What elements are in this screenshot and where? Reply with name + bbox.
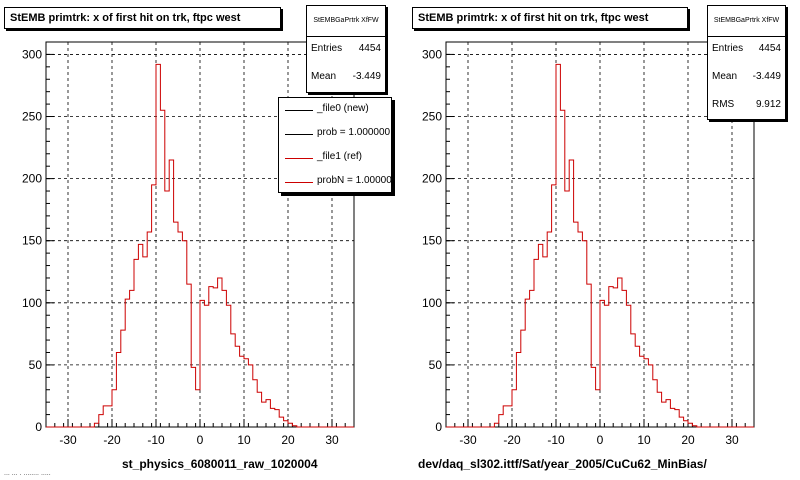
legend-label-probn: probN = 1.000000 [317, 175, 392, 186]
legend-entry-prob: prob = 1.000000 [279, 122, 391, 146]
y-tick-label: 0 [35, 420, 42, 434]
stats-rms-row: RMS 9.912 [712, 98, 781, 112]
x-tick-label: -30 [459, 433, 477, 447]
y-tick-label: 250 [22, 110, 42, 124]
legend-entry-file0: _file0 (new) [279, 98, 391, 122]
x-tick-label: 20 [281, 433, 295, 447]
x-axis-caption-right: dev/daq_sl302.ittf/Sat/year_2005/CuCu62_… [418, 457, 707, 471]
legend-line-probn [285, 182, 313, 183]
x-axis-caption-left: st_physics_6080011_raw_1020004 [122, 457, 318, 471]
stats-mean-label: Mean [712, 71, 738, 82]
stats-entries-row: Entries 4454 [311, 42, 381, 56]
y-tick-label: 300 [422, 47, 442, 61]
x-tick-label: -20 [103, 433, 121, 447]
stats-box-right: StEMBGaPrtrk XfFW Entries 4454 Mean -3.4… [707, 5, 786, 120]
y-tick-label: 50 [29, 358, 43, 372]
stats-name: StEMBGaPrtrk XfFW [307, 6, 385, 37]
y-tick-label: 100 [422, 296, 442, 310]
y-tick-label: 200 [422, 172, 442, 186]
y-tick-label: 150 [422, 234, 442, 248]
histogram-series-line [446, 63, 754, 428]
x-tick-label: -30 [59, 433, 77, 447]
legend-entry-probn: probN = 1.000000 [279, 170, 392, 192]
legend-box-left: _file0 (new) prob = 1.000000 _file1 (ref… [278, 97, 392, 193]
y-tick-label: 100 [22, 296, 42, 310]
legend-label-file1: _file1 (ref) [317, 151, 363, 162]
legend-line-file0 [285, 110, 313, 111]
chart-title-left: StEMB primtrk: x of first hit on trk, ft… [4, 7, 281, 29]
x-tick-label: -10 [147, 433, 165, 447]
stats-entries-label: Entries [712, 43, 744, 54]
footer-text: ... ... . ........ ..... [4, 470, 51, 477]
x-tick-label: 30 [325, 433, 339, 447]
stats-rms-label: RMS [712, 99, 735, 110]
y-tick-label: 200 [22, 172, 42, 186]
x-tick-label: 10 [637, 433, 651, 447]
y-tick-label: 50 [429, 358, 443, 372]
stats-entries-value: 4454 [358, 43, 381, 54]
legend-label-file0: _file0 (new) [317, 103, 369, 114]
x-tick-label: 30 [725, 433, 739, 447]
x-tick-label: -20 [503, 433, 521, 447]
chart-title-right: StEMB primtrk: x of first hit on trk, ft… [412, 7, 688, 29]
stats-entries-value: 4454 [758, 43, 781, 54]
stats-mean-value: -3.449 [352, 71, 381, 82]
stats-mean-value: -3.449 [752, 71, 781, 82]
legend-label-prob: prob = 1.000000 [317, 127, 391, 138]
stats-mean-row: Mean -3.449 [311, 70, 381, 84]
stats-entries-label: Entries [311, 43, 343, 54]
y-tick-label: 300 [22, 47, 42, 61]
stats-mean-row: Mean -3.449 [712, 70, 781, 84]
x-tick-label: 0 [597, 433, 604, 447]
stats-mean-label: Mean [311, 71, 337, 82]
stats-name: StEMBGaPrtrk XfFW [708, 6, 785, 37]
x-tick-label: 10 [237, 433, 251, 447]
y-tick-label: 250 [422, 110, 442, 124]
legend-line-file1 [285, 158, 313, 159]
legend-entry-file1: _file1 (ref) [279, 146, 391, 170]
histogram-series-line [46, 63, 354, 428]
y-tick-label: 150 [22, 234, 42, 248]
y-tick-label: 0 [435, 420, 442, 434]
legend-line-prob [285, 134, 313, 135]
x-tick-label: -10 [547, 433, 565, 447]
stats-box-left: StEMBGaPrtrk XfFW Entries 4454 Mean -3.4… [306, 5, 386, 93]
x-tick-label: 0 [197, 433, 204, 447]
x-tick-label: 20 [681, 433, 695, 447]
stats-entries-row: Entries 4454 [712, 42, 781, 56]
stats-rms-value: 9.912 [755, 99, 781, 110]
